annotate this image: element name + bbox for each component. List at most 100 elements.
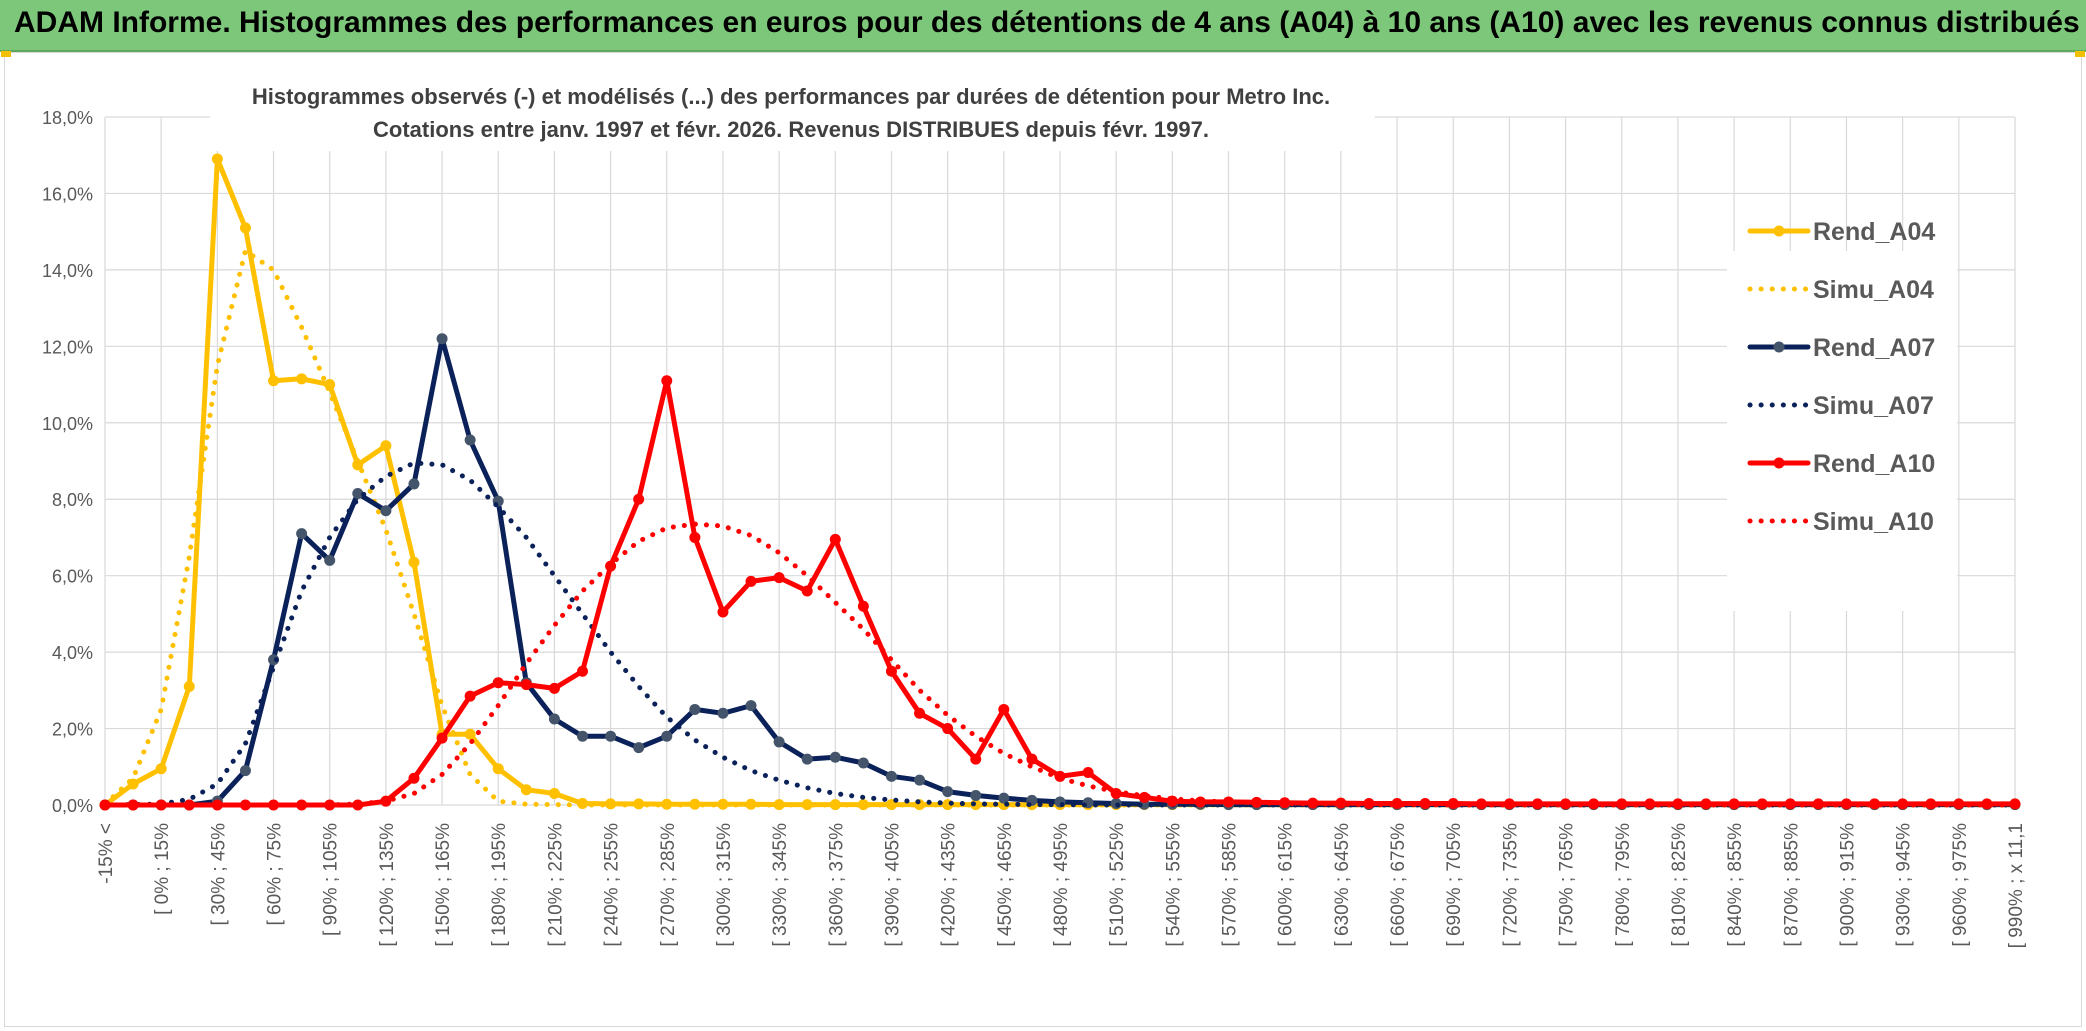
x-tick-label: [ 330% ; 345% — [770, 823, 791, 947]
x-tick-label: [ 210% ; 225% — [545, 823, 566, 947]
series-layer — [99, 153, 2021, 811]
data-point-rend-a07 — [829, 751, 841, 763]
series-line-simu-a10 — [102, 521, 2018, 808]
data-point-rend-a10 — [885, 665, 897, 677]
x-tick-label: [ 690% ; 705% — [1444, 823, 1465, 947]
x-tick-label: [ 270% ; 285% — [658, 823, 679, 947]
data-point-rend-a10 — [296, 799, 308, 811]
x-tick-label: [ 30% ; 45% — [208, 823, 229, 926]
data-point-rend-a07 — [801, 753, 813, 765]
data-point-rend-a10 — [857, 600, 869, 612]
data-point-rend-a04 — [296, 373, 308, 385]
data-point-rend-a04 — [352, 459, 364, 471]
x-tick-label: [ 990% ; x 11,1 — [2006, 823, 2027, 948]
data-point-rend-a10 — [548, 682, 560, 694]
data-point-rend-a10 — [689, 531, 701, 543]
x-tick-label: [ 900% ; 915% — [1837, 823, 1858, 947]
data-point-rend-a10 — [970, 753, 982, 765]
legend-label-rend-a04: Rend_A04 — [1813, 218, 1935, 246]
x-tick-label: [ 150% ; 165% — [433, 823, 454, 947]
data-point-rend-a10 — [745, 575, 757, 587]
x-tick-label: -15% < — [96, 823, 117, 884]
y-axis: 0,0% 2,0% 4,0% 6,0% 8,0% 10,0% 12,0% 14,0% 16,0%… — [42, 108, 93, 816]
x-tick-label: [ 390% ; 405% — [882, 823, 903, 947]
legend-marker-rend-a10 — [1773, 457, 1785, 469]
data-point-rend-a07 — [885, 770, 897, 782]
data-point-rend-a10 — [1223, 796, 1235, 808]
data-point-rend-a07 — [577, 730, 588, 742]
data-point-rend-a10 — [773, 572, 785, 584]
data-point-rend-a07 — [661, 730, 673, 742]
x-tick-label: [ 450% ; 465% — [995, 823, 1016, 947]
data-point-rend-a04 — [380, 440, 392, 452]
y-tick-label: 12,0% — [42, 337, 93, 357]
y-tick-label: 16,0% — [42, 184, 93, 204]
data-point-rend-a07 — [436, 333, 448, 345]
x-tick-label: [ 630% ; 645% — [1332, 823, 1353, 947]
data-point-rend-a04 — [408, 556, 420, 568]
corner-marker-right — [2075, 51, 2085, 57]
data-point-rend-a10 — [492, 677, 504, 689]
data-point-rend-a04 — [155, 763, 167, 775]
data-point-rend-a07 — [773, 736, 785, 748]
y-tick-label: 14,0% — [42, 261, 93, 281]
legend-label-rend-a10: Rend_A10 — [1813, 450, 1935, 478]
legend-label-simu-a04: Simu_A04 — [1813, 276, 1934, 304]
data-point-rend-a10 — [801, 585, 813, 597]
chart-subtitle: Cotations entre janv. 1997 et févr. 2026… — [373, 117, 1209, 142]
y-tick-label: 18,0% — [42, 108, 93, 128]
x-tick-label: [ 720% ; 735% — [1500, 823, 1521, 947]
data-point-rend-a04 — [211, 153, 223, 165]
data-point-rend-a10 — [408, 772, 420, 784]
data-point-rend-a04 — [520, 784, 532, 796]
x-tick-label: [ 0% ; 15% — [152, 823, 173, 915]
data-point-rend-a10 — [1869, 798, 1881, 810]
data-point-rend-a07 — [745, 700, 757, 712]
x-tick-label: [ 960% ; 975% — [1950, 823, 1971, 947]
data-point-rend-a07 — [380, 505, 392, 517]
legend-label-rend-a07: Rend_A07 — [1813, 334, 1935, 362]
x-tick-label: [ 540% ; 555% — [1163, 823, 1184, 947]
x-tick-label: [ 930% ; 945% — [1894, 823, 1915, 947]
data-point-rend-a10 — [998, 703, 1010, 715]
data-point-rend-a10 — [1447, 797, 1459, 809]
data-point-rend-a07 — [605, 730, 617, 742]
y-tick-label: 6,0% — [52, 567, 93, 587]
data-point-rend-a07 — [268, 654, 280, 666]
y-tick-label: 8,0% — [52, 490, 93, 510]
data-point-rend-a10 — [1026, 753, 1038, 765]
chart-title: Histogrammes observés (-) et modélisés (… — [252, 84, 1330, 109]
data-point-rend-a04 — [548, 788, 560, 800]
data-point-rend-a10 — [464, 690, 476, 702]
data-point-rend-a10 — [183, 799, 195, 811]
data-point-rend-a07 — [548, 713, 560, 725]
x-tick-label: [ 300% ; 315% — [714, 823, 735, 947]
data-point-rend-a10 — [1391, 797, 1403, 809]
data-point-rend-a10 — [577, 665, 588, 677]
data-point-rend-a10 — [1925, 798, 1937, 810]
legend-label-simu-a10: Simu_A10 — [1813, 508, 1934, 536]
data-point-rend-a10 — [436, 732, 448, 744]
x-tick-label: [ 60% ; 75% — [265, 823, 286, 926]
data-point-rend-a04 — [464, 728, 476, 740]
x-tick-label: [ 120% ; 135% — [377, 823, 398, 947]
x-tick-label: [ 870% ; 885% — [1781, 823, 1802, 947]
data-point-rend-a07 — [408, 478, 420, 490]
page-title: ADAM Informe. Histogrammes des performan… — [14, 6, 2080, 39]
histogram-chart: 0,0% 2,0% 4,0% 6,0% 8,0% 10,0% 12,0% 14,0% 16,0%… — [42, 76, 2027, 948]
chart-title-block: Histogrammes observés (-) et modélisés (… — [210, 76, 1375, 151]
chart-title-background — [210, 76, 1375, 151]
data-point-rend-a04 — [492, 763, 504, 775]
x-tick-label: [ 570% ; 585% — [1220, 823, 1241, 947]
x-tick-label: [ 420% ; 435% — [939, 823, 960, 947]
data-point-rend-a07 — [970, 789, 982, 801]
x-tick-label: [ 360% ; 375% — [826, 823, 847, 947]
data-point-rend-a10 — [829, 533, 841, 545]
data-point-rend-a04 — [183, 681, 195, 693]
data-point-rend-a10 — [324, 799, 336, 811]
legend-label-simu-a07: Simu_A07 — [1813, 392, 1934, 420]
data-point-rend-a10 — [633, 493, 645, 505]
data-point-rend-a07 — [857, 757, 869, 769]
data-point-rend-a07 — [633, 742, 645, 754]
y-tick-label: 10,0% — [42, 414, 93, 434]
